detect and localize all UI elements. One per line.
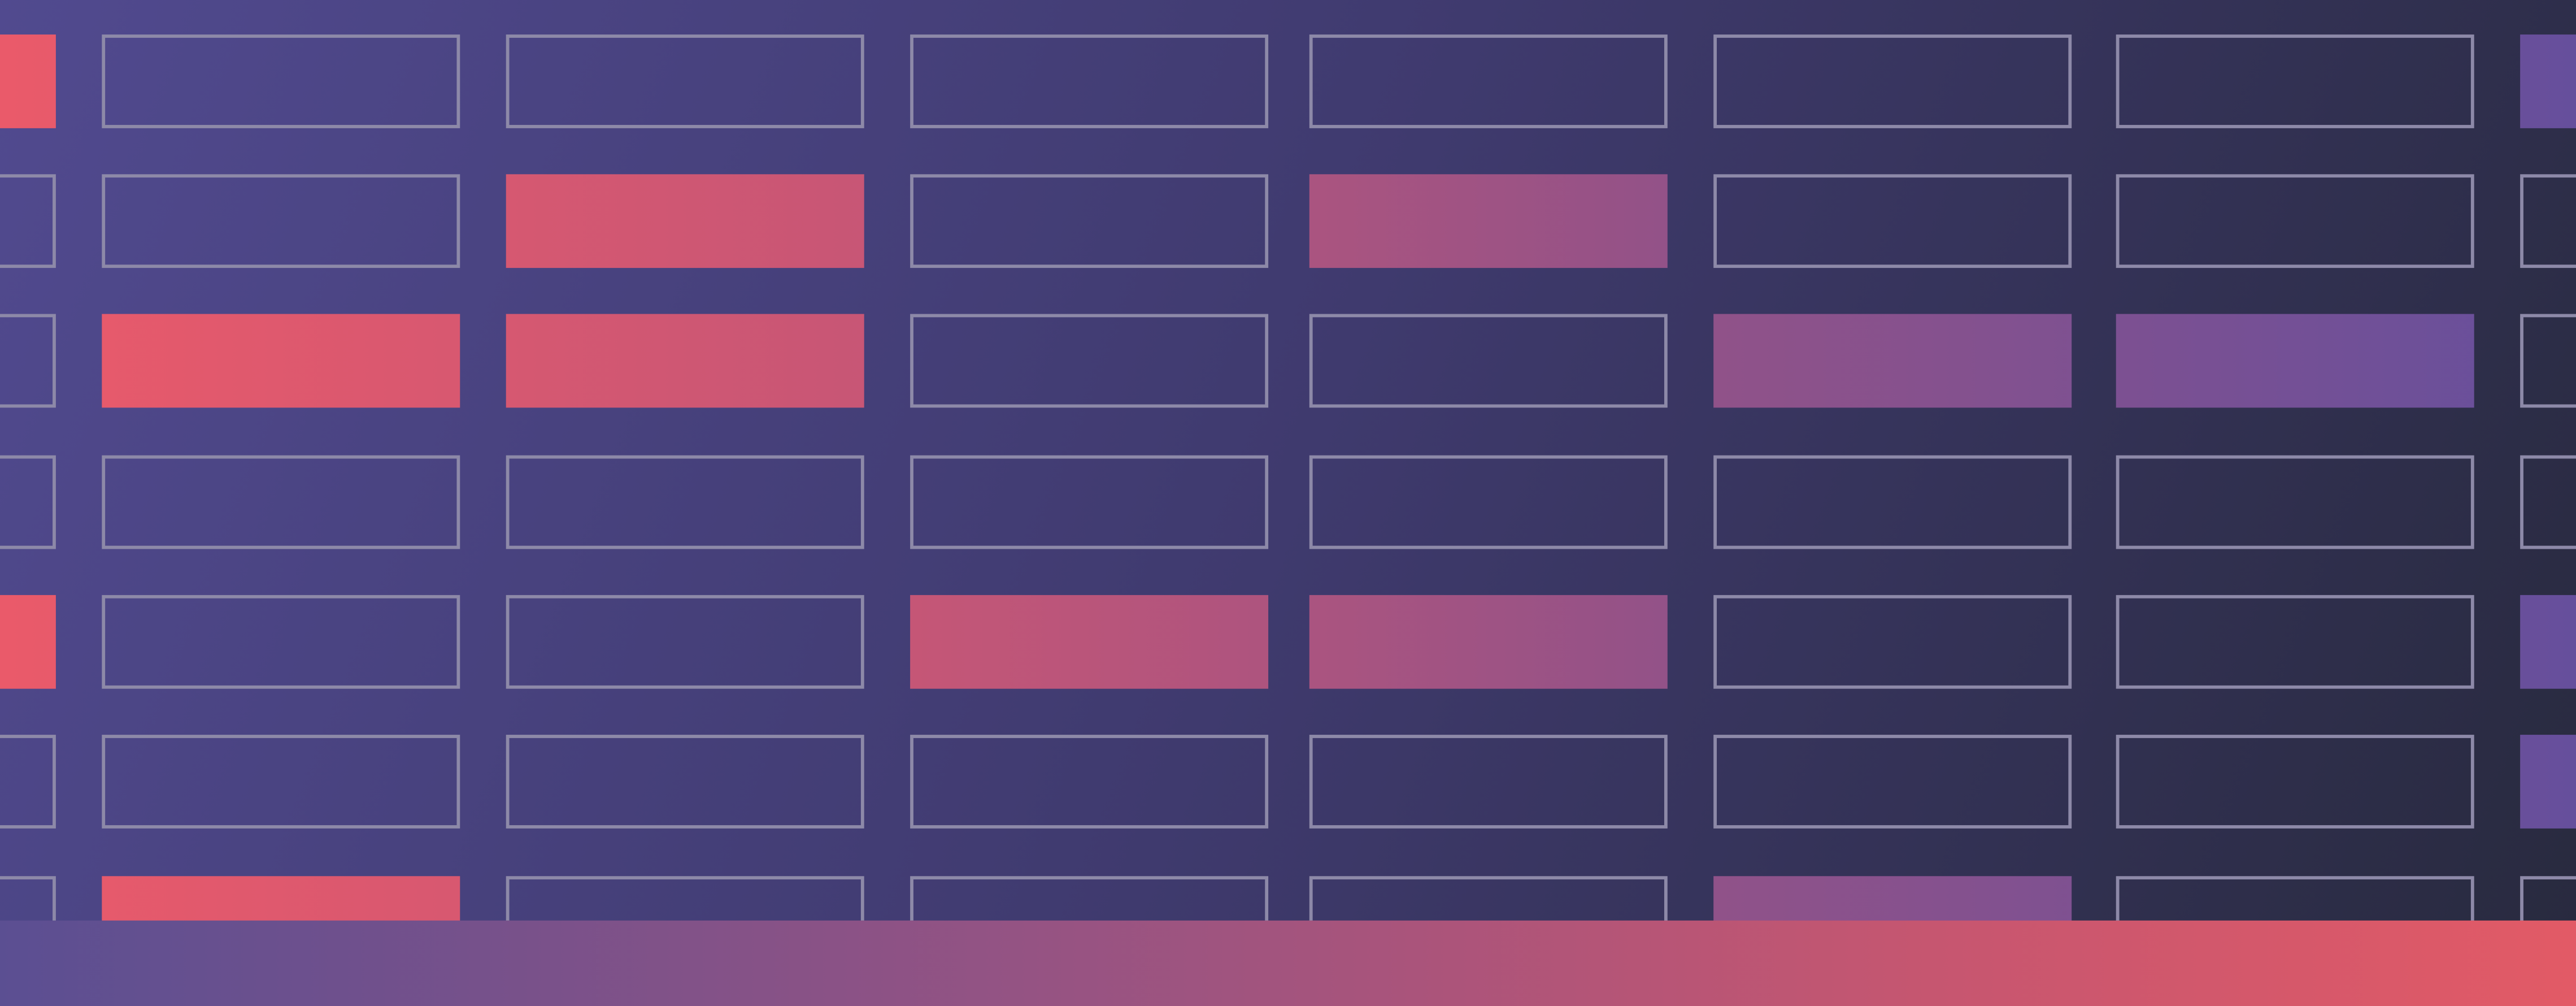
outline-cell: [910, 174, 1269, 268]
filled-cell: [102, 314, 460, 408]
outline-cell: [1713, 735, 2072, 829]
outline-cell: [506, 34, 864, 128]
outline-cell: [506, 735, 864, 829]
filled-cell: [910, 595, 1269, 689]
outline-cell: [1713, 34, 2072, 128]
outline-cell: [1713, 174, 2072, 268]
outline-cell: [1309, 314, 1668, 408]
filled-cell: [1309, 174, 1668, 268]
filled-cell: [2520, 595, 2576, 689]
outline-cell: [2520, 314, 2576, 408]
outline-cell: [0, 735, 56, 829]
outline-cell: [102, 34, 460, 128]
filled-cell: [1309, 595, 1668, 689]
outline-cell: [2116, 595, 2474, 689]
outline-cell: [1309, 455, 1668, 549]
bottom-band: [0, 920, 2576, 1006]
outline-cell: [1713, 595, 2072, 689]
outline-cell: [0, 314, 56, 408]
outline-cell: [506, 595, 864, 689]
filled-cell: [0, 595, 56, 689]
outline-cell: [102, 595, 460, 689]
outline-cell: [2116, 735, 2474, 829]
outline-cell: [2520, 455, 2576, 549]
filled-cell: [1713, 314, 2072, 408]
outline-cell: [1309, 735, 1668, 829]
filled-cell: [2520, 735, 2576, 829]
outline-cell: [910, 34, 1269, 128]
filled-cell: [506, 314, 864, 408]
outline-cell: [910, 735, 1269, 829]
outline-cell: [1713, 455, 2072, 549]
filled-cell: [2116, 314, 2474, 408]
outline-cell: [2116, 455, 2474, 549]
filled-cell: [2520, 34, 2576, 128]
outline-cell: [910, 455, 1269, 549]
outline-cell: [2116, 174, 2474, 268]
outline-cell: [102, 455, 460, 549]
outline-cell: [506, 455, 864, 549]
outline-cell: [910, 314, 1269, 408]
outline-cell: [2520, 174, 2576, 268]
filled-cell: [0, 34, 56, 128]
filled-cell: [506, 174, 864, 268]
outline-cell: [2116, 34, 2474, 128]
outline-cell: [102, 735, 460, 829]
outline-cell: [102, 174, 460, 268]
outline-cell: [0, 174, 56, 268]
outline-cell: [0, 455, 56, 549]
outline-cell: [1309, 34, 1668, 128]
